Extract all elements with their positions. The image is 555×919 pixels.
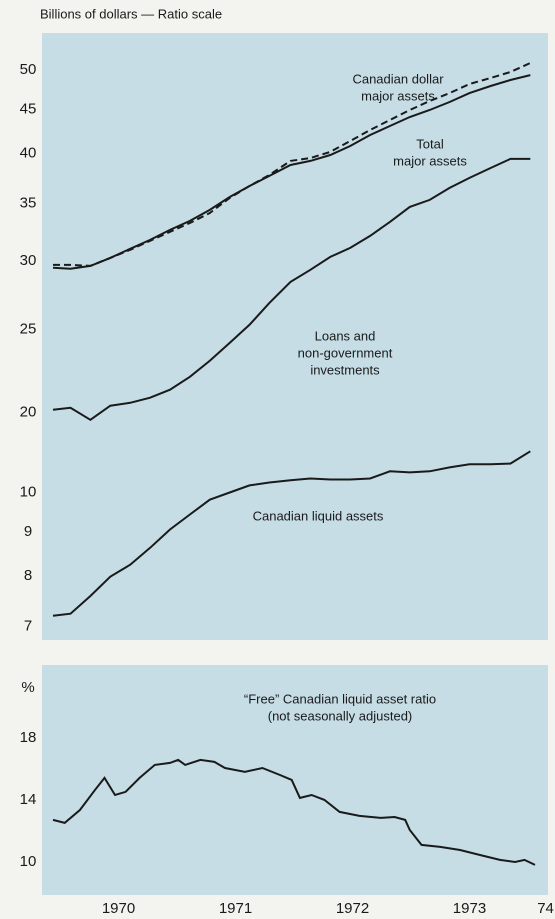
x-tick-label: 1972 (336, 900, 369, 917)
x-tick-label: 1971 (219, 900, 252, 917)
y-axis-unit: % (21, 679, 34, 696)
y-tick-label: 8 (24, 567, 32, 584)
series-label: investments (310, 362, 380, 377)
y-tick-label: 40 (20, 144, 37, 161)
y-tick-label: 10 (20, 483, 37, 500)
series-label: Canadian liquid assets (253, 508, 384, 523)
series-label: Total (416, 136, 444, 151)
series-label: Canadian dollar (352, 71, 444, 86)
series-line (52, 758, 536, 866)
x-tick-label: 1970 (102, 900, 135, 917)
series-label: Loans and (315, 328, 376, 343)
y-tick-label: 20 (20, 404, 37, 421)
y-tick-label: 7 (24, 617, 32, 634)
panel-top (42, 33, 548, 640)
y-tick-label: 14 (20, 791, 37, 808)
y-axis-label: Billions of dollars — Ratio scale (40, 6, 222, 21)
series-label: “Free” Canadian liquid asset ratio (244, 691, 436, 706)
y-tick-label: 45 (20, 100, 37, 117)
series-line (52, 450, 531, 617)
y-tick-label: 25 (20, 320, 37, 337)
y-tick-label: 30 (20, 252, 37, 269)
series-label: major assets (393, 153, 467, 168)
y-tick-label: 35 (20, 194, 37, 211)
series-label: non-government (298, 345, 393, 360)
y-tick-label: 18 (20, 729, 37, 746)
series-label: (not seasonally adjusted) (268, 708, 413, 723)
panel-bottom (42, 665, 548, 895)
x-tick-label: 74 (537, 900, 554, 917)
y-tick-label: 10 (20, 853, 37, 870)
y-tick-label: 9 (24, 523, 32, 540)
series-line (52, 157, 531, 421)
x-tick-label: 1973 (453, 900, 486, 917)
series-line (52, 74, 531, 270)
y-tick-label: 50 (20, 61, 37, 78)
series-label: major assets (361, 88, 435, 103)
